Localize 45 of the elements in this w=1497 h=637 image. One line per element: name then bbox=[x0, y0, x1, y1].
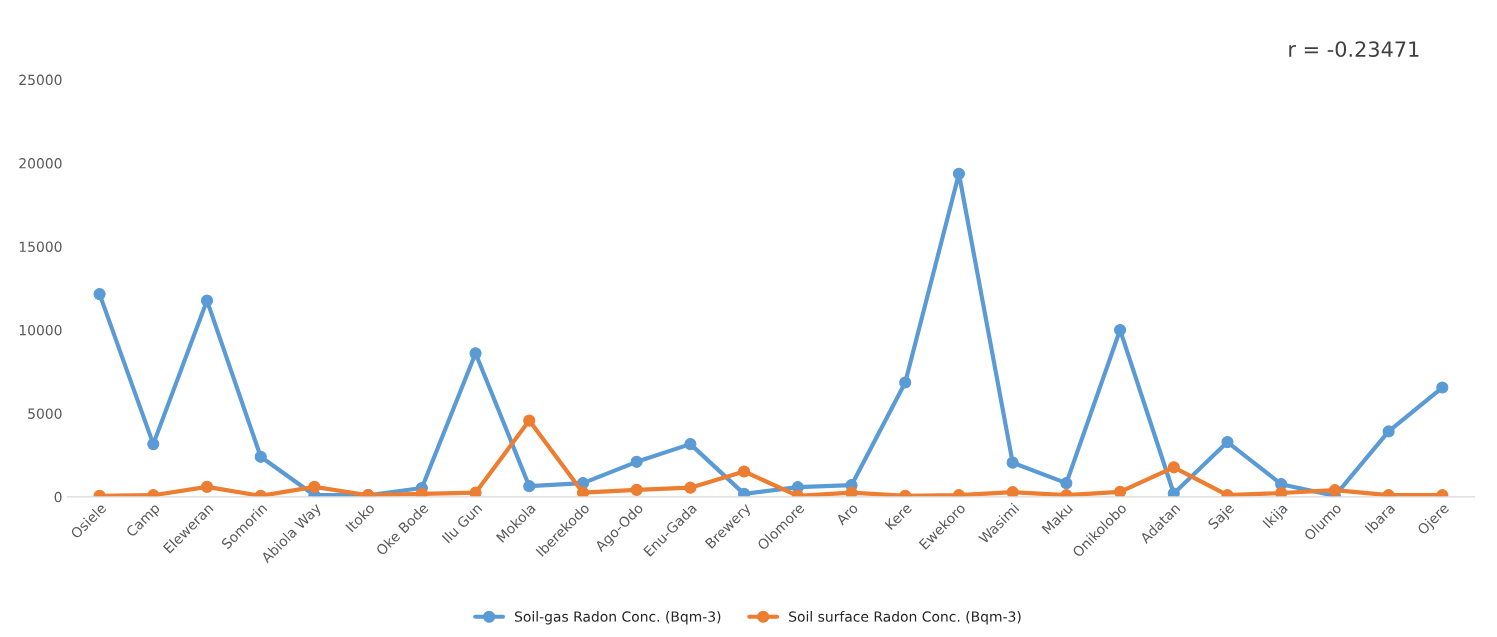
point bbox=[1167, 461, 1180, 474]
point bbox=[1275, 486, 1288, 497]
x-tick-label: Ilu Gun bbox=[441, 502, 483, 544]
point bbox=[845, 486, 858, 497]
y-tick-label: 10000 bbox=[19, 324, 62, 336]
point bbox=[1382, 425, 1395, 438]
point bbox=[684, 481, 697, 494]
point bbox=[469, 486, 482, 497]
y-tick-label: 0 bbox=[54, 491, 62, 503]
point bbox=[684, 438, 697, 451]
point bbox=[254, 450, 267, 463]
point bbox=[415, 487, 428, 497]
point bbox=[899, 376, 912, 389]
text: r = -0.23471 bbox=[1289, 41, 1419, 57]
y-tick-label: 5000 bbox=[28, 408, 62, 419]
point bbox=[308, 480, 321, 493]
point bbox=[630, 483, 643, 496]
point bbox=[147, 438, 160, 451]
point bbox=[738, 465, 751, 478]
point bbox=[1328, 484, 1341, 497]
legend-label: Soil-gas Radon Conc. (Bqm-3) bbox=[515, 611, 721, 625]
point bbox=[1060, 477, 1073, 490]
point bbox=[1113, 323, 1127, 337]
point bbox=[523, 480, 536, 493]
point bbox=[1006, 486, 1019, 497]
point bbox=[1436, 381, 1449, 394]
x-tick-label: Ikija bbox=[1262, 502, 1290, 531]
point bbox=[952, 167, 966, 180]
point bbox=[576, 486, 590, 497]
point bbox=[1167, 487, 1180, 497]
point bbox=[1113, 485, 1127, 497]
point bbox=[93, 288, 106, 301]
x-tick-label: Aro bbox=[835, 502, 859, 526]
point bbox=[523, 414, 536, 427]
y-tick-label: 20000 bbox=[19, 158, 62, 169]
point bbox=[200, 294, 214, 307]
point bbox=[1221, 436, 1234, 449]
legend-label: Soil surface Radon Conc. (Bqm-3) bbox=[789, 611, 1021, 625]
point bbox=[738, 487, 751, 497]
y-tick-label: 25000 bbox=[19, 74, 62, 86]
point bbox=[1006, 456, 1019, 469]
point bbox=[630, 455, 643, 468]
y-tick-label: 15000 bbox=[19, 241, 62, 252]
point bbox=[200, 480, 214, 493]
point bbox=[469, 347, 482, 360]
